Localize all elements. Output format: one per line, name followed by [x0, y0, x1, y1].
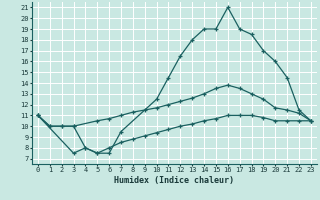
- X-axis label: Humidex (Indice chaleur): Humidex (Indice chaleur): [115, 176, 234, 185]
